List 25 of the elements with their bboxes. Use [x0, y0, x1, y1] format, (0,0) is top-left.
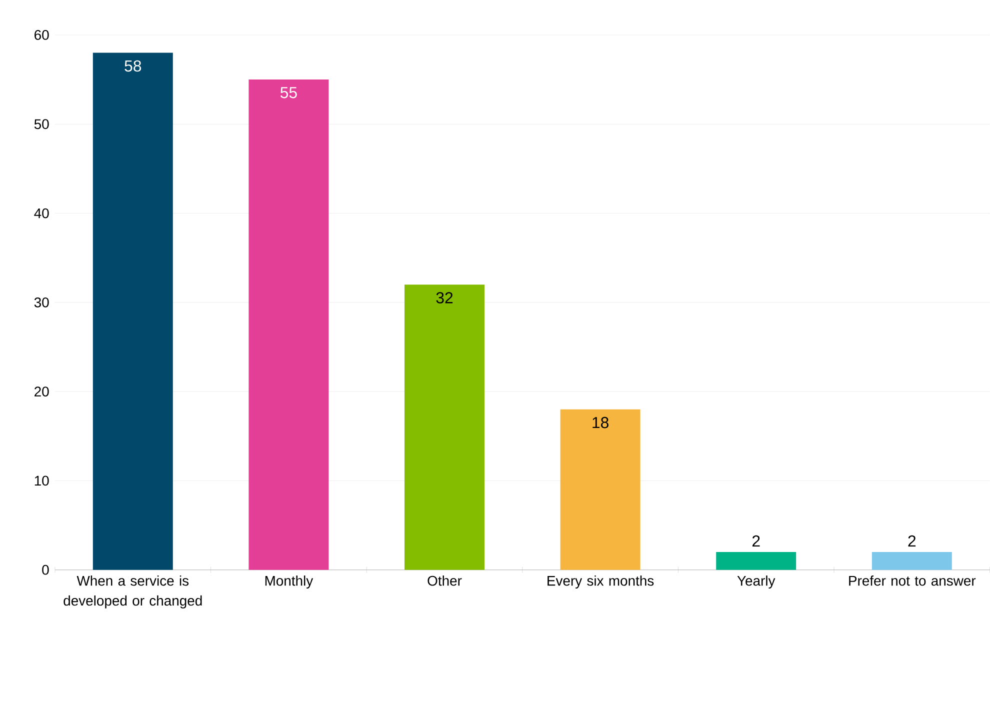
data-label: 58 [124, 60, 142, 72]
y-tick-label: 60 [34, 30, 49, 40]
bar [872, 552, 952, 570]
y-tick-label: 0 [42, 565, 49, 575]
data-label: 55 [280, 87, 297, 98]
bar [92, 52, 173, 570]
y-tick-label: 30 [34, 298, 49, 308]
data-label: 2 [908, 535, 916, 547]
data-label: 32 [436, 292, 453, 304]
y-tick-label: 20 [34, 386, 49, 397]
bar [248, 80, 329, 570]
bar [716, 552, 796, 570]
x-tick-label: Monthly [265, 576, 314, 589]
x-tick-label: Yearly [737, 576, 776, 589]
data-label: 2 [752, 535, 760, 547]
x-tick-label: Prefer not to answer [849, 576, 976, 586]
bar [404, 284, 484, 570]
x-tick-label: When a service is developed or changed [64, 576, 202, 609]
bar [560, 409, 640, 570]
data-label: 18 [592, 417, 608, 428]
y-tick-label: 10 [34, 476, 49, 486]
x-tick-label: Every six months [548, 576, 654, 589]
y-tick-label: 40 [34, 208, 49, 218]
x-tick-label: Other [428, 576, 462, 586]
y-tick-label: 50 [34, 119, 49, 130]
